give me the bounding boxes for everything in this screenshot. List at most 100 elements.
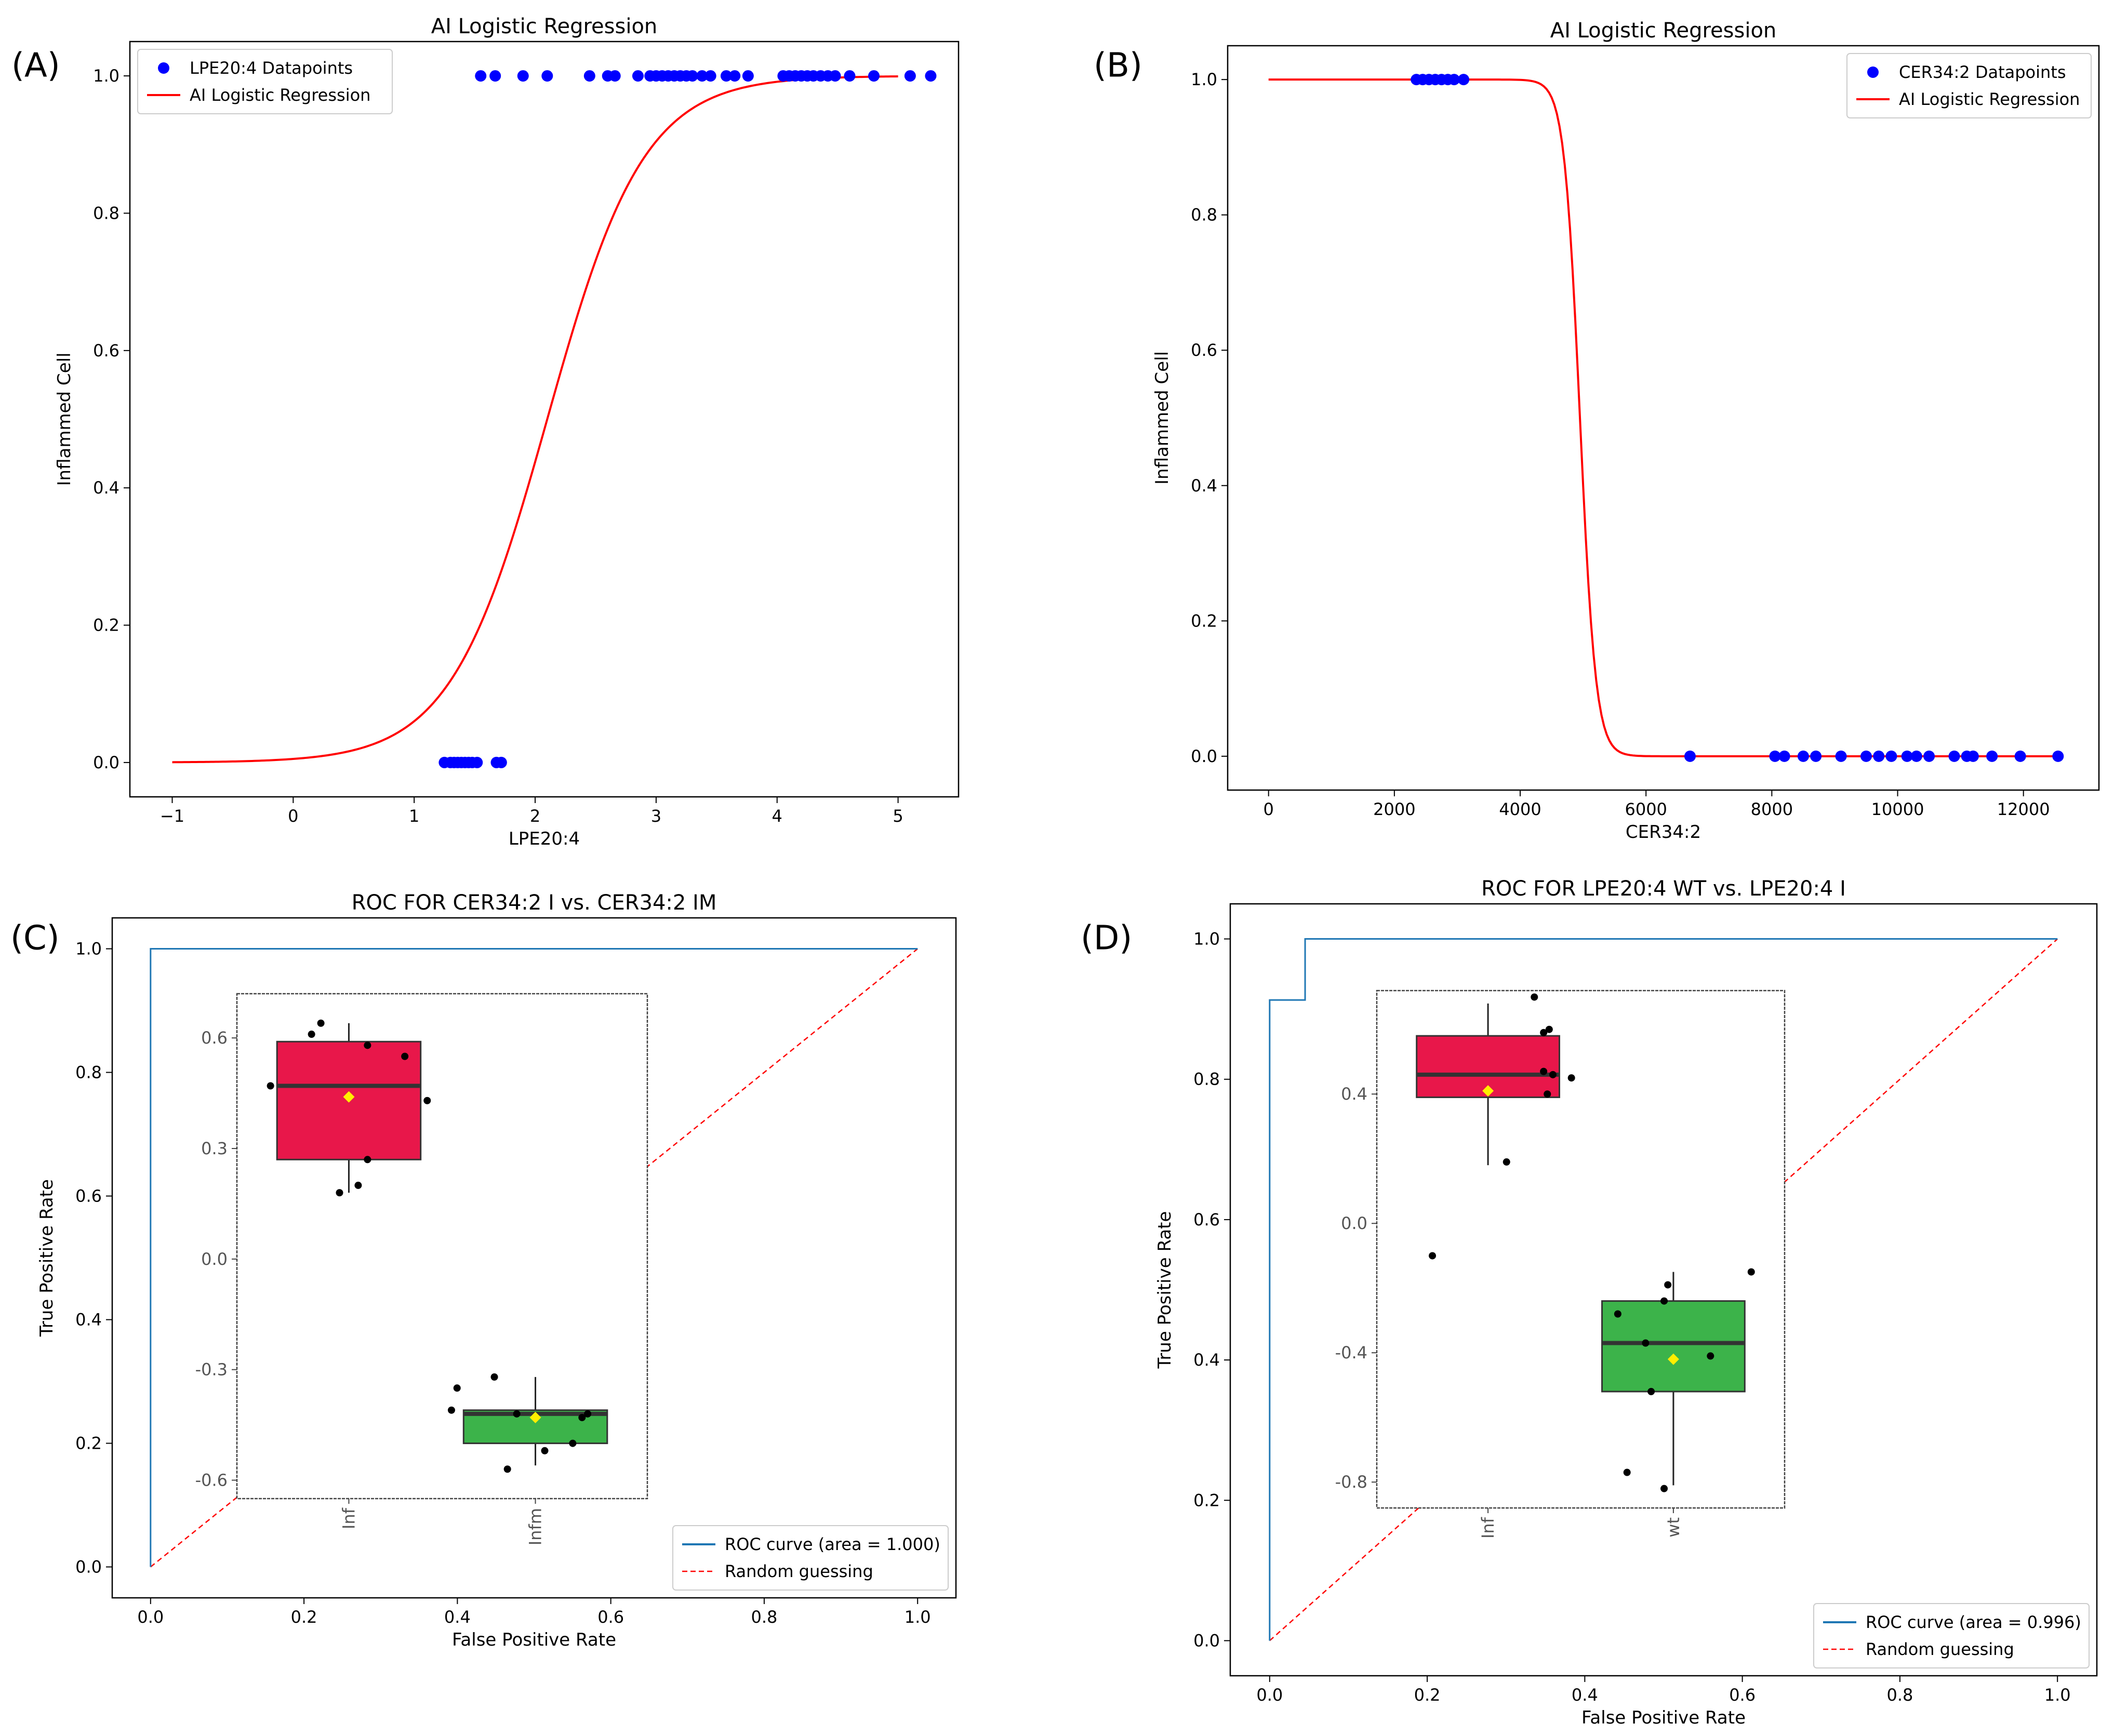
inset-y-tick-label: -0.6 <box>195 1471 228 1490</box>
x-tick-label: 8000 <box>1751 799 1793 819</box>
y-tick-label: 1.0 <box>75 939 102 959</box>
data-point <box>2052 750 2064 762</box>
chart-panel-a: (A) AI Logistic Regression −1 0 1 2 3 4 5 0.0 0.2 0… <box>11 15 960 849</box>
x-axis-label: CER34:2 <box>1626 822 1701 843</box>
inset-y-tick-label: -0.8 <box>1335 1472 1367 1492</box>
x-tick-label: 12000 <box>1997 799 2050 819</box>
box-data-point <box>513 1410 521 1418</box>
box-data-point <box>1540 1029 1548 1036</box>
y-tick-label: 1.0 <box>93 66 119 86</box>
x-tick-label: 0.6 <box>597 1607 624 1627</box>
legend-label: CER34:2 Datapoints <box>1899 62 2066 82</box>
x-tick-label: 0 <box>288 806 298 826</box>
data-point <box>541 70 553 82</box>
inset-x-tick-label: Inf <box>1478 1517 1498 1539</box>
x-tick-label: 0.2 <box>1414 1685 1441 1705</box>
y-tick-label: 1.0 <box>1193 929 1220 949</box>
x-tick-label: 6000 <box>1625 799 1667 819</box>
x-tick-label: 0.2 <box>291 1607 317 1627</box>
legend-box <box>1846 53 2092 118</box>
panel-label: (A) <box>11 47 60 85</box>
x-tick-label: 0.0 <box>137 1607 164 1627</box>
plot-frame <box>1227 45 2100 791</box>
panel-label: (D) <box>1081 919 1132 958</box>
box-data-point <box>1623 1468 1631 1476</box>
data-point <box>1910 750 1922 762</box>
data-point <box>1458 74 1470 86</box>
box-data-point <box>267 1082 274 1090</box>
box-data-point <box>1614 1310 1621 1318</box>
data-point <box>1448 74 1460 86</box>
box-data-point <box>447 1406 455 1414</box>
x-tick-label: 0.4 <box>1572 1685 1598 1705</box>
data-point <box>1835 750 1847 762</box>
box-mean-marker <box>343 1091 355 1103</box>
y-tick-label: 0.0 <box>93 753 119 772</box>
data-point <box>868 70 880 82</box>
data-point <box>1769 750 1781 762</box>
box-data-point <box>453 1384 461 1392</box>
chart-title: AI Logistic Regression <box>1550 19 1777 43</box>
x-tick-label: 0.4 <box>444 1607 471 1627</box>
inset-x-tick-label: Infm <box>526 1508 546 1545</box>
box-data-point <box>1545 1025 1553 1033</box>
box-data-point <box>584 1410 592 1418</box>
data-point <box>696 70 708 82</box>
data-point <box>720 70 732 82</box>
data-point <box>844 70 856 82</box>
legend: ROC curve (area = 1.000) Random guessing <box>672 1525 949 1591</box>
y-tick-label: 0.6 <box>1191 340 1217 360</box>
box-data-point <box>1531 993 1538 1001</box>
legend: LPE20:4 Datapoints AI Logistic Regression <box>137 49 393 114</box>
box-data-point <box>401 1052 409 1060</box>
legend-box <box>672 1525 949 1591</box>
inset-y-tick-label: -0.4 <box>1335 1343 1367 1363</box>
data-point <box>632 70 644 82</box>
data-point <box>1948 750 1960 762</box>
x-tick-label: 3 <box>651 806 661 826</box>
x-tick-label: 0.8 <box>751 1607 777 1627</box>
chart-title: AI Logistic Regression <box>431 15 658 38</box>
data-point <box>704 70 716 82</box>
x-axis-label: False Positive Rate <box>1581 1707 1746 1728</box>
data-point <box>1797 750 1809 762</box>
y-tick-label: 0.4 <box>1191 476 1217 496</box>
y-axis-label: True Positive Rate <box>36 1179 57 1337</box>
inset-boxplot: -0.8 -0.4 0.0 0.4 Inf wt <box>1335 990 1786 1539</box>
y-tick-label: 0.8 <box>1191 205 1217 225</box>
box-data-point <box>364 1041 371 1049</box>
data-point <box>609 70 621 82</box>
inset-x-tick-label: Inf <box>339 1507 358 1529</box>
x-tick-label: 0 <box>1264 799 1274 819</box>
data-point <box>495 756 507 768</box>
data-point <box>686 70 698 82</box>
data-point <box>489 70 501 82</box>
box-data-point <box>1747 1268 1755 1276</box>
panel-label: (B) <box>1094 47 1142 85</box>
legend-label: AI Logistic Regression <box>1899 89 2080 109</box>
data-point <box>729 70 741 82</box>
legend: CER34:2 Datapoints AI Logistic Regression <box>1846 53 2092 118</box>
box-data-point <box>1642 1339 1650 1347</box>
box-data-point <box>1664 1281 1672 1289</box>
box-data-point <box>503 1465 511 1473</box>
y-tick-label: 1.0 <box>1191 70 1217 89</box>
inset-y-tick-label: 0.0 <box>1341 1213 1367 1233</box>
legend-box <box>137 49 393 114</box>
y-tick-label: 0.6 <box>1193 1210 1220 1230</box>
data-point <box>829 70 841 82</box>
chart-panel-b: (B) AI Logistic Regression 0 2000 4000 6000 80… <box>1094 19 2100 843</box>
data-point <box>1873 750 1885 762</box>
y-tick-label: 0.0 <box>75 1557 102 1577</box>
box-data-point <box>1503 1158 1510 1166</box>
x-tick-label: 0.0 <box>1256 1685 1283 1705</box>
x-axis-label: LPE20:4 <box>509 829 580 849</box>
data-point <box>471 756 483 768</box>
y-axis-label: Inflammed Cell <box>54 353 75 486</box>
roc-curve <box>150 948 918 1567</box>
box-data-point <box>354 1181 362 1189</box>
box-data-point <box>423 1097 431 1104</box>
legend-label: Random guessing <box>1866 1639 2014 1659</box>
x-tick-label: 2 <box>530 806 540 826</box>
